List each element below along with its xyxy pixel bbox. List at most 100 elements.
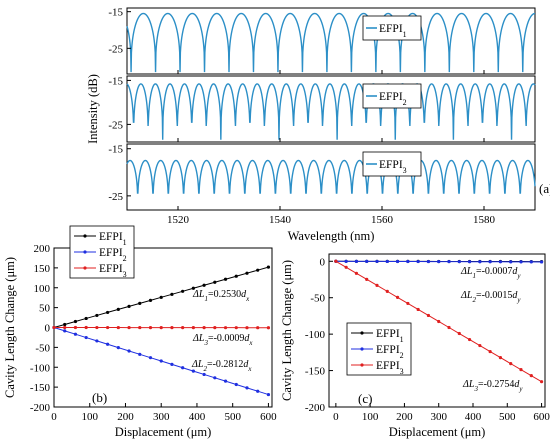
data-point [223, 277, 228, 281]
x-tick-label: 0 [333, 411, 339, 423]
data-point [256, 389, 260, 393]
data-point [116, 307, 120, 311]
legend-label-efpi1: EFPI1 [376, 328, 404, 344]
data-point [84, 325, 88, 330]
data-point [467, 260, 472, 264]
y-tick-label: 150 [34, 263, 51, 275]
data-point [213, 280, 217, 284]
y-tick-label: -100 [305, 329, 326, 341]
data-point [73, 332, 78, 336]
legend-marker [360, 331, 364, 335]
x-tick-label: 1560 [371, 214, 394, 226]
data-point [467, 337, 472, 342]
y-tick-label: -25 [108, 43, 123, 55]
x-tick-label: 600 [533, 411, 550, 423]
data-point [344, 259, 348, 263]
data-point [159, 326, 163, 330]
data-point [95, 339, 99, 343]
data-point [127, 349, 131, 353]
subplot-frame-2 [126, 75, 536, 143]
y-tick-label: -150 [30, 382, 51, 394]
data-point [509, 362, 513, 366]
data-point [234, 382, 238, 387]
x-tick-label: 300 [153, 411, 170, 423]
data-point [426, 259, 431, 264]
data-point [159, 359, 163, 363]
x-tick-label: 1540 [269, 214, 292, 226]
legend-label-efpi1: EFPI1 [379, 23, 407, 39]
legend-label-efpi3: EFPI3 [379, 159, 407, 175]
data-point [256, 268, 260, 272]
y-axis-label-c: Cavity Length Change (μm) [280, 260, 294, 401]
data-point [127, 325, 131, 330]
data-point [159, 295, 163, 299]
legend-marker [360, 347, 364, 351]
data-point [181, 326, 185, 330]
subplot-frame-3 [126, 143, 536, 211]
data-point [84, 335, 88, 340]
panel-label-b: (b) [92, 390, 107, 405]
y-tick-label: -15 [108, 144, 123, 156]
data-point [213, 326, 217, 330]
x-tick-label: 500 [499, 411, 516, 423]
x-tick-label: 200 [396, 411, 413, 423]
data-point [95, 313, 99, 318]
x-tick-label: 1580 [473, 214, 496, 226]
equation-annotation: ΔL1=0.2530dx [192, 289, 250, 303]
data-point [202, 372, 206, 377]
spectrum-curve-efpi3 [126, 159, 536, 194]
equation-annotation: ΔL3=-0.0009dx [192, 333, 253, 347]
data-point [170, 292, 174, 296]
data-point [406, 259, 410, 264]
legend-marker [83, 250, 87, 254]
subplot-frame-1 [126, 7, 536, 75]
y-tick-label: -200 [30, 402, 51, 414]
data-point [138, 301, 142, 305]
data-point [106, 342, 110, 346]
y-tick-label: 0 [320, 256, 326, 268]
data-point [181, 366, 185, 370]
data-point [234, 274, 238, 278]
legend-box [362, 151, 422, 177]
equation-annotation: ΔL2=-0.0015dy [460, 290, 521, 304]
data-point [245, 326, 249, 330]
data-point [509, 260, 513, 264]
data-point [488, 349, 492, 354]
spectrum-curve-efpi1 [126, 12, 536, 73]
equation-annotation: ΔL3=-0.2754dy [462, 379, 523, 393]
y-tick-label: -200 [305, 402, 326, 414]
data-point [498, 260, 503, 264]
data-point [223, 326, 228, 330]
x-tick-label: 200 [117, 411, 134, 423]
x-tick-label: 300 [430, 411, 447, 423]
legend-label-efpi1: EFPI1 [99, 231, 127, 247]
data-point [191, 326, 195, 330]
data-point [223, 379, 228, 383]
y-axis-label-a: Intensity (dB) [86, 74, 100, 144]
data-point [245, 386, 249, 390]
data-point [191, 286, 195, 290]
data-point [256, 326, 260, 330]
data-point [266, 326, 271, 330]
data-point [138, 325, 142, 330]
data-point [395, 259, 400, 264]
data-point [170, 362, 174, 366]
data-point [266, 392, 271, 397]
data-point [127, 304, 131, 308]
data-point [148, 298, 153, 302]
data-point [52, 325, 56, 330]
x-axis-label-a: Wavelength (nm) [288, 229, 375, 243]
data-point [365, 277, 369, 281]
x-tick-label: 0 [51, 411, 57, 423]
data-point [437, 260, 441, 264]
data-point [344, 265, 348, 269]
y-tick-label: 200 [34, 243, 51, 255]
data-point [148, 356, 153, 360]
y-tick-label: -50 [35, 342, 50, 354]
y-tick-label: -25 [108, 191, 123, 203]
x-tick-label: 400 [189, 411, 206, 423]
data-point [375, 283, 379, 287]
x-tick-label: 1520 [167, 214, 190, 226]
data-point [63, 325, 67, 330]
legend-marker [83, 266, 87, 270]
